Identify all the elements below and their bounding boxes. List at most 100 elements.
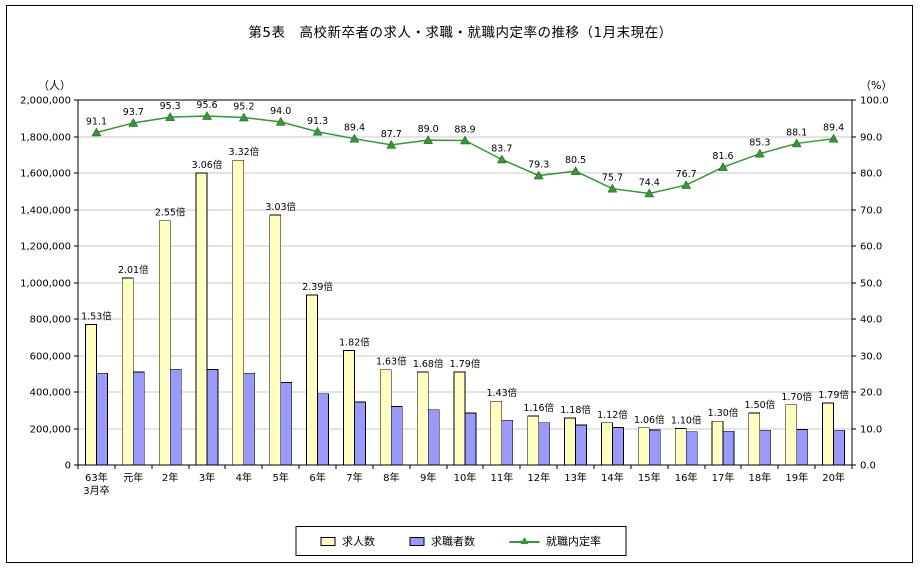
legend-item-naiteiritsu: 就職内定率 (509, 533, 601, 549)
svg-text:1.10倍: 1.10倍 (671, 415, 702, 427)
svg-text:1.82倍: 1.82倍 (339, 336, 370, 348)
svg-text:1.79倍: 1.79倍 (450, 358, 481, 370)
legend-label-kyujinsu: 求人数 (342, 535, 375, 548)
bar-kyushoku (132, 371, 145, 466)
legend-item-kyushokushasu: 求職者数 (409, 533, 475, 549)
svg-text:1,400,000: 1,400,000 (20, 206, 71, 217)
triangle-marker-icon (165, 112, 176, 121)
triangle-marker-icon (460, 135, 470, 145)
kyujin-bars (85, 159, 834, 466)
bar-kyujin (711, 420, 724, 466)
svg-text:1.68倍: 1.68倍 (413, 358, 444, 370)
legend-label-naiteiritsu: 就職内定率 (546, 535, 601, 548)
triangle-marker-icon (828, 133, 839, 143)
bar-kyujin (490, 400, 503, 466)
svg-text:1.53倍: 1.53倍 (81, 310, 112, 322)
bar-kyushoku (538, 422, 551, 466)
triangle-marker-icon (570, 166, 581, 175)
triangle-marker-icon (607, 183, 618, 193)
left-axis-labels: 0 200,000 400,000 600,000 800,000 1,000,000 1,… (20, 96, 71, 472)
svg-text:87.7: 87.7 (381, 129, 402, 140)
triangle-marker-icon (275, 116, 286, 126)
svg-text:1.43倍: 1.43倍 (487, 387, 518, 399)
svg-text:95.3: 95.3 (160, 101, 181, 112)
triangle-marker-icon (202, 111, 212, 120)
triangle-marker-icon (386, 139, 397, 149)
bar-kyujin (85, 324, 97, 466)
svg-text:16年: 16年 (675, 471, 698, 484)
svg-text:76.7: 76.7 (676, 169, 697, 180)
triangle-marker-icon (91, 127, 102, 137)
bar-kyushoku (317, 393, 329, 466)
svg-text:15年: 15年 (638, 471, 661, 484)
bar-kyujin (564, 417, 576, 466)
svg-text:70.0: 70.0 (860, 206, 882, 217)
svg-text:1,800,000: 1,800,000 (20, 133, 71, 144)
bar-kyujin (416, 371, 429, 466)
bar-kyujin (453, 371, 466, 466)
svg-text:93.7: 93.7 (123, 107, 144, 118)
left-axis-unit-label: （人） (38, 79, 71, 92)
bar-kyujin (637, 427, 650, 466)
svg-text:1.50倍: 1.50倍 (745, 399, 776, 411)
svg-text:0: 0 (65, 461, 71, 472)
svg-text:14年: 14年 (601, 471, 624, 484)
kyushoku-bars (96, 368, 845, 466)
svg-text:88.1: 88.1 (786, 127, 807, 138)
svg-text:1.63倍: 1.63倍 (376, 356, 407, 368)
bar-kyushoku (796, 429, 809, 466)
bar-kyujin (674, 428, 687, 466)
svg-text:19年: 19年 (785, 471, 808, 484)
svg-text:3年: 3年 (199, 471, 215, 484)
bar-kyujin (601, 422, 613, 466)
svg-text:40.0: 40.0 (860, 315, 882, 326)
bar-kyujin (232, 159, 245, 466)
svg-text:80.0: 80.0 (860, 169, 882, 180)
svg-text:1,200,000: 1,200,000 (20, 242, 71, 253)
svg-text:8年: 8年 (383, 471, 399, 484)
triangle-marker-icon (681, 180, 692, 189)
chart-title: 第5表 高校新卒者の求人・求職・就職内定率の推移（1月末現在） (248, 25, 673, 41)
figure-border (6, 5, 913, 563)
bar-kyushoku (354, 401, 366, 466)
svg-text:3.06倍: 3.06倍 (192, 159, 223, 171)
bar-kyujin (822, 402, 834, 466)
axis-ticks (74, 99, 856, 469)
bar-kyujin (785, 404, 798, 466)
svg-text:4年: 4年 (236, 471, 252, 484)
triangle-marker-icon (496, 154, 507, 164)
svg-text:13年: 13年 (564, 471, 587, 484)
svg-text:11年: 11年 (490, 471, 513, 484)
svg-text:85.3: 85.3 (749, 138, 770, 149)
line-percent-labels: 91.1 93.7 95.3 95.6 95.2 94.0 91.3 89.4 87.7 89.0… (86, 100, 844, 188)
svg-text:2年: 2年 (162, 471, 178, 484)
bar-kyushoku (243, 372, 256, 466)
svg-text:50.0: 50.0 (860, 279, 882, 290)
svg-text:2.39倍: 2.39倍 (302, 281, 333, 293)
bar-kyujin (158, 220, 171, 466)
svg-text:95.6: 95.6 (196, 100, 217, 111)
bar-kyushoku (685, 431, 698, 466)
svg-text:200,000: 200,000 (30, 425, 71, 436)
kyujinsu-swatch-icon (320, 536, 335, 546)
bar-kyujin (306, 294, 318, 466)
svg-text:89.4: 89.4 (344, 123, 365, 134)
bar-kyushoku (612, 427, 624, 466)
svg-text:74.4: 74.4 (639, 177, 660, 188)
svg-text:1.16倍: 1.16倍 (523, 402, 554, 414)
triangle-marker-icon (423, 135, 434, 144)
right-axis-labels: 0.0 10.0 20.0 30.0 40.0 50.0 60.0 70.0 80.0 90.0 1… (860, 96, 889, 472)
bar-kyujin (379, 369, 392, 466)
naitei-markers (91, 111, 839, 198)
svg-text:2.01倍: 2.01倍 (118, 264, 149, 276)
bar-kyujin (195, 172, 208, 466)
svg-text:1.30倍: 1.30倍 (708, 407, 739, 419)
bar-kyujin (269, 214, 282, 466)
svg-text:91.1: 91.1 (86, 116, 107, 127)
bar-kyujin (343, 350, 355, 466)
svg-text:3.32倍: 3.32倍 (229, 146, 260, 158)
bar-kyushoku (206, 369, 219, 466)
triangle-marker-icon (644, 188, 655, 198)
bar-kyushoku (390, 406, 403, 466)
